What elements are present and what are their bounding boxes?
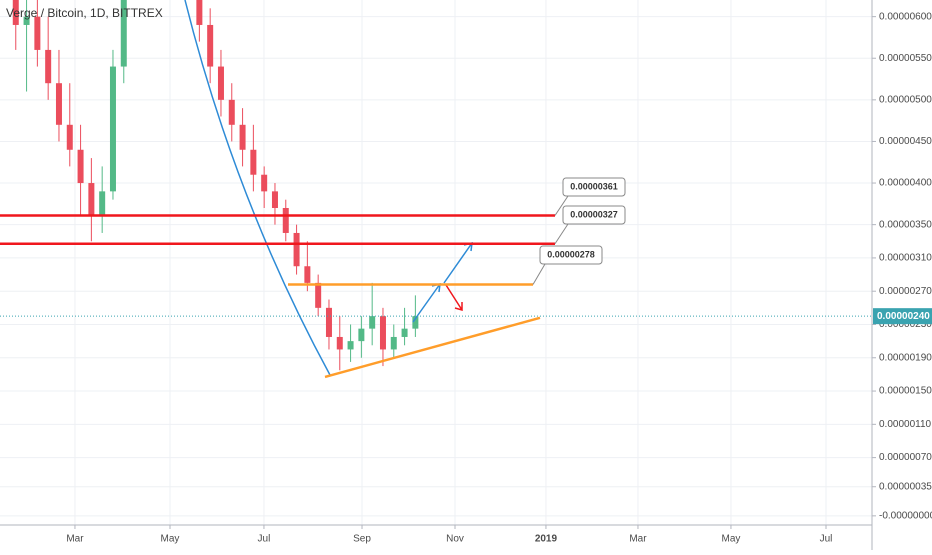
- candle-body: [325, 307, 332, 337]
- candle-body: [45, 49, 52, 84]
- candle-body: [401, 328, 408, 337]
- candle-body: [12, 0, 19, 25]
- chart-title: Verge / Bitcoin, 1D, BITTREX: [6, 6, 163, 20]
- candle-body: [207, 24, 214, 67]
- x-tick-label: Mar: [629, 534, 647, 545]
- candle-body: [217, 66, 224, 100]
- y-tick-label: 0.00000550: [879, 53, 932, 64]
- candle-body: [390, 336, 397, 350]
- callout-box: [539, 245, 603, 265]
- callout-box: [562, 177, 626, 197]
- x-tick-label: Jul: [258, 534, 271, 545]
- plot: [12, 0, 419, 371]
- curve: [184, 0, 331, 376]
- candle-body: [34, 16, 41, 50]
- callout-label: 0.00000327: [570, 209, 618, 219]
- callout-label: 0.00000278: [547, 249, 595, 259]
- candle-body: [336, 336, 343, 350]
- drawings: [0, 0, 872, 379]
- callout-pointer: [554, 223, 569, 245]
- x-tick-label: Jul: [820, 534, 833, 545]
- y-tick-label: 0.00000230: [879, 319, 932, 330]
- candle-body: [66, 124, 73, 150]
- y-tick-label: 0.00000110: [879, 419, 932, 430]
- grid: [0, 0, 872, 525]
- candle-body: [228, 99, 235, 125]
- x-tick-label: 2019: [535, 534, 558, 545]
- y-tick-label: 0.00000400: [879, 178, 932, 189]
- candle-body: [88, 183, 95, 217]
- y-tick-label: -0.00000000: [879, 510, 932, 521]
- candle-body: [99, 191, 106, 217]
- axes: 0.00000600 0.00000550 0.00000500 0.00000450…: [66, 11, 932, 545]
- candle-body: [239, 124, 246, 150]
- y-tick-label: 0.00000350: [879, 219, 932, 230]
- y-tick-label: 0.00000450: [879, 136, 932, 147]
- trendline: [324, 316, 541, 379]
- y-tick-label: 0.00000150: [879, 386, 932, 397]
- x-tick-label: Nov: [446, 534, 464, 545]
- candle-body: [304, 266, 311, 283]
- candle-body: [369, 316, 376, 329]
- candle-body: [109, 66, 116, 192]
- y-tick-label: 0.00000310: [879, 253, 932, 264]
- candle-body: [55, 83, 62, 125]
- candle-body: [261, 174, 268, 192]
- candle-body: [347, 341, 354, 350]
- candle-body: [77, 149, 84, 184]
- y-tick-label: 0.00000600: [879, 11, 932, 22]
- x-tick-label: Sep: [353, 534, 371, 545]
- y-tick-label: 0.00000270: [879, 286, 932, 297]
- candle-body: [250, 149, 257, 175]
- x-tick-label: May: [721, 534, 740, 545]
- arrow: [445, 284, 463, 311]
- candle-body: [358, 328, 365, 342]
- candle-body: [120, 0, 127, 67]
- candle-body: [282, 208, 289, 233]
- y-tick-label: 0.00000070: [879, 452, 932, 463]
- callout-pointer: [532, 263, 546, 285]
- candle-body: [271, 191, 278, 209]
- candle-body: [23, 16, 30, 25]
- candle-body: [379, 316, 386, 350]
- callout-box: [562, 205, 626, 225]
- candle-body: [315, 282, 322, 308]
- callout-pointer: [554, 195, 569, 216]
- y-tick-label: 0.00000190: [879, 352, 932, 363]
- last-price-label: 0.00000240: [877, 311, 930, 322]
- candle-body: [293, 232, 300, 267]
- callout-label: 0.00000361: [570, 181, 618, 191]
- last-price-box: [873, 308, 932, 325]
- candle-body: [196, 0, 203, 25]
- x-tick-label: Mar: [66, 534, 84, 545]
- x-tick-label: May: [161, 534, 180, 545]
- candle-body: [412, 316, 419, 329]
- y-tick-label: 0.00000500: [879, 94, 932, 105]
- y-tick-label: 0.00000035: [879, 481, 932, 492]
